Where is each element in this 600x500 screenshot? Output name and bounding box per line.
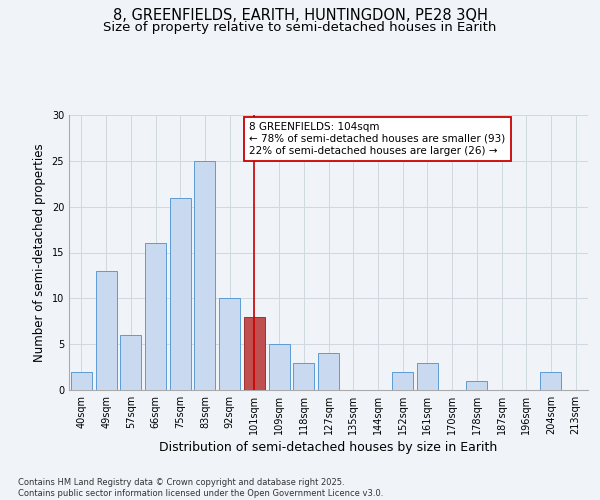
- Bar: [541, 372, 562, 390]
- Text: Contains HM Land Registry data © Crown copyright and database right 2025.
Contai: Contains HM Land Registry data © Crown c…: [18, 478, 383, 498]
- Bar: [244, 316, 265, 390]
- Bar: [269, 344, 290, 390]
- Bar: [71, 372, 92, 390]
- Bar: [392, 372, 413, 390]
- Text: 8, GREENFIELDS, EARITH, HUNTINGDON, PE28 3QH: 8, GREENFIELDS, EARITH, HUNTINGDON, PE28…: [113, 8, 487, 22]
- X-axis label: Distribution of semi-detached houses by size in Earith: Distribution of semi-detached houses by …: [160, 441, 497, 454]
- Bar: [293, 362, 314, 390]
- Bar: [219, 298, 240, 390]
- Bar: [318, 354, 339, 390]
- Bar: [145, 244, 166, 390]
- Text: 8 GREENFIELDS: 104sqm
← 78% of semi-detached houses are smaller (93)
22% of semi: 8 GREENFIELDS: 104sqm ← 78% of semi-deta…: [250, 122, 506, 156]
- Bar: [95, 271, 116, 390]
- Text: Size of property relative to semi-detached houses in Earith: Size of property relative to semi-detach…: [103, 21, 497, 34]
- Bar: [466, 381, 487, 390]
- Bar: [417, 362, 438, 390]
- Bar: [170, 198, 191, 390]
- Y-axis label: Number of semi-detached properties: Number of semi-detached properties: [33, 143, 46, 362]
- Bar: [120, 335, 141, 390]
- Bar: [194, 161, 215, 390]
